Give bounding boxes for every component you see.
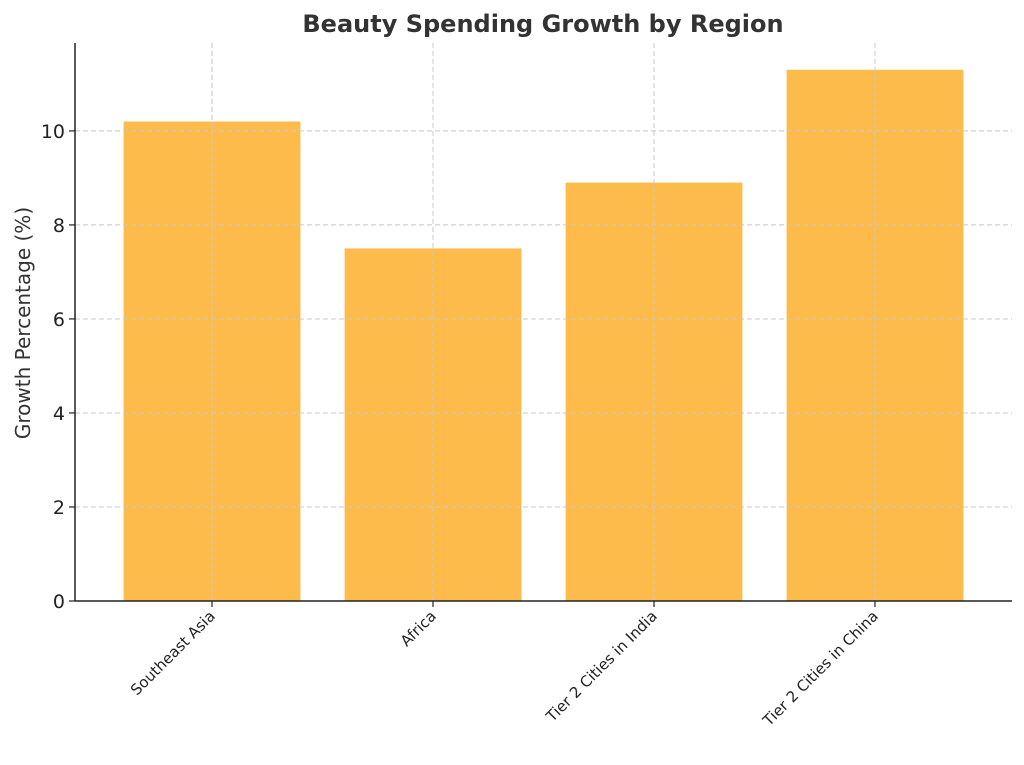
chart-title: Beauty Spending Growth by Region <box>302 10 783 38</box>
y-axis-label: Growth Percentage (%) <box>11 207 35 439</box>
y-tick-label: 2 <box>53 497 65 519</box>
x-tick-label: Southeast Asia <box>127 607 219 699</box>
x-axis-ticks: Southeast Asia Africa Tier 2 Cities in Ind… <box>127 601 882 730</box>
y-tick-label: 6 <box>53 309 65 331</box>
grid <box>75 43 1012 601</box>
y-tick-label: 10 <box>41 121 65 143</box>
bars <box>123 69 964 602</box>
y-tick-label: 4 <box>53 403 65 425</box>
x-tick-label: Tier 2 Cities in India <box>542 607 661 726</box>
y-tick-label: 0 <box>53 591 65 613</box>
y-axis-ticks: 0 2 4 6 8 10 <box>41 121 75 613</box>
x-tick-label: Tier 2 Cities in China <box>759 607 882 730</box>
x-tick-label: Africa <box>397 607 440 650</box>
bar <box>123 121 301 601</box>
y-tick-label: 8 <box>53 215 65 237</box>
axes <box>74 43 1012 602</box>
